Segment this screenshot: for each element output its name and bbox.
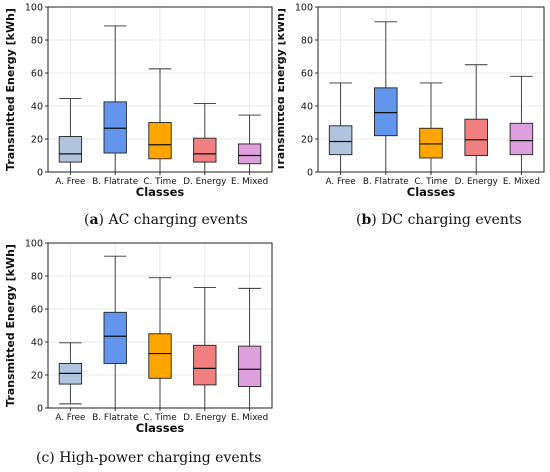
chart-b-box-3 (464, 64, 488, 173)
chart-c-box-3 (193, 287, 217, 409)
chart-a-xtick-label-3: D. Energy (183, 177, 226, 187)
chart-b-xtick-label-2: C. Time (414, 177, 447, 187)
chart-b-box-1 (374, 21, 398, 173)
chart-a-box-4 (237, 114, 262, 173)
chart-b-iqr-box-1 (374, 87, 398, 137)
chart-c-xlabel: Classes (136, 421, 185, 435)
chart-c-box-1 (103, 255, 127, 409)
chart-c-ytick-label-1: 20 (31, 371, 43, 382)
chart-a-iqr-box-1 (103, 101, 127, 154)
chart-b-ytick-label-3: 60 (301, 69, 313, 80)
chart-a-iqr-box-4 (237, 143, 262, 165)
chart-a-ytick-label-1: 20 (31, 135, 43, 146)
chart-c-xtick-label-2: C. Time (143, 413, 176, 423)
chart-c-iqr-box-1 (103, 311, 127, 364)
chart-b-ytick-label-0: 0 (307, 168, 313, 179)
chart-a-ytick-label-0: 0 (37, 168, 43, 179)
chart-c-xtick-label-0: A. Free (55, 413, 85, 423)
chart-b-ytick-label-4: 80 (301, 36, 313, 47)
chart-b-xtick-label-3: D. Energy (455, 177, 498, 187)
caption-a-letter: a (89, 212, 99, 228)
chart-b-iqr-box-0 (328, 125, 353, 156)
chart-b-iqr-box-3 (464, 118, 488, 156)
chart-b-box-4 (509, 75, 534, 173)
chart-c-iqr-box-2 (148, 333, 172, 379)
caption-a: (a) AC charging events (84, 212, 248, 228)
chart-a-box-0 (58, 98, 83, 173)
caption-b: (b) DC charging events (356, 212, 522, 228)
chart-b: 0 20 40 60 80 100 A. Free B. Flatrate C. Time D. … (278, 3, 545, 199)
caption-b-letter-group: (b) (356, 212, 377, 228)
chart-c-ytick-label-3: 60 (31, 305, 43, 316)
chart-a-box-1 (103, 25, 127, 173)
chart-a: 0 20 40 60 80 100 A. Free B. Flatrate C. Time D. … (4, 3, 273, 199)
chart-c-ytick-label-4: 80 (31, 272, 43, 283)
chart-c-xtick-label-1: B. Flatrate (92, 413, 138, 423)
chart-c-box-4 (237, 287, 262, 409)
caption-c-letter-group: (c) (36, 450, 55, 466)
chart-a-box-3 (193, 103, 217, 173)
caption-c-text: High-power charging events (54, 450, 262, 466)
chart-a-iqr-box-0 (58, 136, 83, 163)
chart-c-xtick-label-3: D. Energy (183, 413, 226, 423)
caption-a-text: AC charging events (104, 212, 248, 228)
chart-c-iqr-box-3 (193, 344, 217, 386)
chart-c-box-2 (148, 277, 172, 409)
chart-c-ytick-label-2: 40 (31, 338, 43, 349)
caption-b-text: DC charging events (376, 212, 522, 228)
chart-a-ytick-label-2: 40 (31, 102, 43, 113)
chart-a-ylabel: Transmitted Energy [kWh] (4, 8, 17, 171)
chart-c-ytick-label-5: 100 (25, 239, 43, 250)
chart-a-box-2 (148, 68, 172, 173)
chart-c-iqr-box-4 (237, 345, 262, 387)
chart-b-xlabel: Classes (407, 185, 456, 199)
caption-b-letter: b (361, 212, 372, 228)
chart-a-xtick-label-1: B. Flatrate (92, 177, 138, 187)
caption-a-letter-group: (a) (84, 212, 105, 228)
chart-c-ylabel: Transmitted Energy [kWh] (4, 244, 17, 407)
chart-a-ytick-label-5: 100 (25, 3, 43, 14)
chart-b-box-0 (328, 82, 353, 173)
caption-c: (c) High-power charging events (36, 450, 261, 466)
chart-b-xtick-label-4: E. Mixed (503, 177, 540, 187)
chart-b-ylabel: Transmitted Energy [kWh] (278, 8, 287, 171)
chart-c-xtick-label-4: E. Mixed (231, 413, 268, 423)
chart-b-box-2 (419, 82, 443, 173)
chart-a-iqr-box-3 (193, 137, 217, 163)
chart-b-ytick-label-5: 100 (295, 3, 313, 14)
chart-c-ytick-label-0: 0 (37, 404, 43, 415)
chart-b-ytick-label-1: 20 (301, 135, 313, 146)
chart-a-xtick-label-2: C. Time (143, 177, 176, 187)
chart-c-box-0 (58, 342, 83, 405)
chart-c: 0 20 40 60 80 100 A. Free B. Flatrate C. Time D. … (4, 239, 273, 435)
chart-b-iqr-box-4 (509, 122, 534, 156)
chart-b-xtick-label-0: A. Free (326, 177, 356, 187)
chart-b-ytick-label-2: 40 (301, 102, 313, 113)
chart-a-xlabel: Classes (136, 185, 185, 199)
chart-a-ytick-label-4: 80 (31, 36, 43, 47)
chart-a-xtick-label-4: E. Mixed (231, 177, 268, 187)
chart-a-ytick-label-3: 60 (31, 69, 43, 80)
chart-a-iqr-box-2 (148, 122, 172, 160)
chart-b-xtick-label-1: B. Flatrate (363, 177, 409, 187)
chart-a-xtick-label-0: A. Free (55, 177, 85, 187)
chart-b-iqr-box-2 (419, 127, 443, 159)
